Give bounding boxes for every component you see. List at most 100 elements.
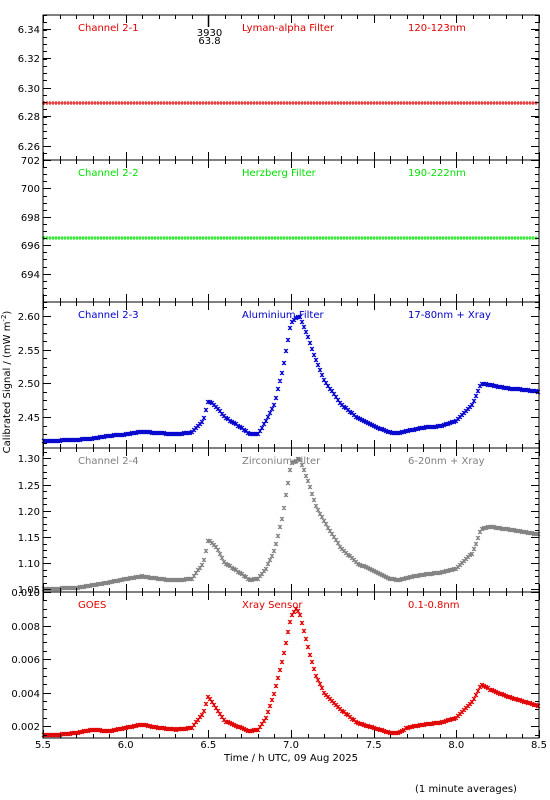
data-point (323, 521, 329, 527)
y-tick-label: 2.50 (18, 379, 40, 390)
data-point (277, 667, 283, 673)
y-tick-label: 0.002 (11, 722, 40, 733)
panel-5-markers (41, 606, 541, 738)
data-point (299, 620, 305, 626)
data-point (265, 709, 271, 715)
data-point (269, 406, 275, 412)
y-tick-label: 2.45 (18, 413, 40, 424)
y-tick-label: 1.30 (18, 454, 40, 465)
data-point (473, 692, 479, 698)
data-point (317, 681, 323, 687)
y-axis-title-exponent: -2 (0, 315, 8, 322)
y-tick-label: 696 (21, 241, 40, 252)
panel-3-frame (42, 301, 540, 449)
y-tick-label: 700 (21, 184, 40, 195)
data-point (471, 398, 477, 404)
data-point (297, 314, 303, 320)
y-tick-label: 6.30 (18, 84, 40, 95)
panel-4-x-ticks (43, 448, 540, 592)
data-point (269, 553, 275, 559)
data-point (267, 703, 273, 709)
x-tick-label: 6.5 (200, 740, 216, 751)
data-point (201, 415, 207, 421)
data-point (279, 659, 285, 665)
data-point (319, 514, 325, 520)
data-point (303, 329, 309, 335)
panel-1-markers (42, 101, 538, 105)
data-point (283, 640, 289, 646)
y-tick-label: 1.20 (18, 507, 40, 518)
y-tick-label: 702 (21, 156, 40, 167)
panel-2-frame (42, 159, 540, 303)
data-point (277, 378, 283, 384)
data-point (287, 619, 293, 625)
data-point (199, 419, 205, 425)
data-point (307, 340, 313, 346)
data-point (273, 541, 279, 547)
data-point (313, 357, 319, 363)
data-point (273, 683, 279, 689)
panel-5-y-tick-labels: 0.002 0.004 0.006 0.008 0.010 (11, 588, 40, 733)
data-point (271, 691, 277, 697)
data-point (311, 666, 317, 672)
data-point (299, 462, 305, 468)
wavelength-band: 6-20nm + Xray (408, 456, 485, 467)
data-point (277, 524, 283, 530)
data-point (265, 561, 271, 567)
panel-3: 2.45 2.50 2.55 2.60 Channel 2-3 Aluminium Fil… (18, 301, 541, 449)
data-point (281, 360, 287, 366)
panel-5-x-ticks (43, 592, 540, 738)
panel-2-markers (42, 236, 538, 240)
y-axis-title-main: Calibrated Signal / (mW m (2, 322, 13, 454)
data-point (275, 386, 281, 392)
y-tick-label: 2.55 (18, 346, 40, 357)
data-point (265, 414, 271, 420)
data-point (315, 362, 321, 368)
data-point (203, 407, 209, 413)
filter-name: Zirconium Filter (242, 456, 321, 467)
y-tick-label: 0.010 (11, 588, 40, 599)
filter-name: Aluminium Filter (242, 310, 325, 321)
panel-2-x-ticks (43, 160, 540, 302)
data-point (305, 478, 311, 484)
data-point (273, 395, 279, 401)
panel-4-y-tick-labels: 1.05 1.10 1.15 1.20 1.25 1.30 (18, 454, 40, 596)
data-point (267, 557, 273, 563)
time-marker-label: 63.8 (198, 36, 220, 47)
data-point (315, 507, 321, 513)
filter-name: Herzberg Filter (242, 168, 317, 179)
y-tick-label: 1.10 (18, 559, 40, 570)
data-point (319, 372, 325, 378)
data-point (313, 503, 319, 509)
panel-4-y-ticks (43, 452, 539, 590)
data-point (313, 673, 319, 679)
data-point (305, 644, 311, 650)
panel-3-markers (41, 314, 541, 444)
data-point (201, 708, 207, 714)
data-point (285, 337, 291, 343)
panel-2-y-ticks (43, 160, 539, 303)
y-tick-label: 1.25 (18, 481, 40, 492)
y-tick-label: 6.34 (18, 25, 40, 36)
data-point (295, 608, 301, 614)
data-point (279, 516, 285, 522)
y-tick-label: 6.26 (18, 142, 40, 153)
wavelength-band: 0.1-0.8nm (408, 600, 460, 611)
data-point (469, 551, 475, 557)
channel-name: Channel 2-2 (78, 168, 139, 179)
channel-name: Channel 2-1 (78, 23, 139, 34)
panel-2-y-tick-labels: 694 696 698 700 702 (21, 156, 40, 281)
wavelength-band: 120-123nm (408, 23, 466, 34)
x-tick-label: 6.0 (118, 740, 134, 751)
data-point (263, 566, 269, 572)
data-point (309, 659, 315, 665)
data-point (263, 418, 269, 424)
data-point (305, 334, 311, 340)
data-point (275, 533, 281, 539)
panel-3-y-ticks (43, 307, 539, 444)
data-point (311, 352, 317, 358)
data-point (301, 628, 307, 634)
data-point (303, 473, 309, 479)
x-tick-label: 7.0 (283, 740, 299, 751)
